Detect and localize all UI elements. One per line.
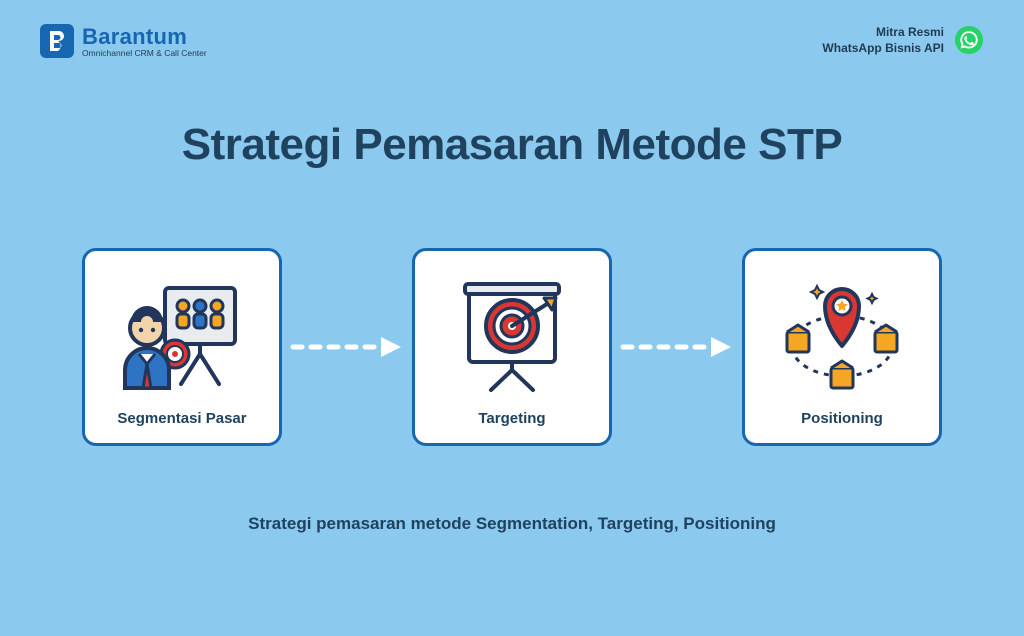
whatsapp-icon xyxy=(954,25,984,55)
card-label: Positioning xyxy=(801,410,883,427)
brand-logo: Barantum Omnichannel CRM & Call Center xyxy=(40,24,207,58)
partner-badge: Mitra Resmi WhatsApp Bisnis API xyxy=(822,24,984,56)
partner-line2: WhatsApp Bisnis API xyxy=(822,40,944,56)
target-board-icon xyxy=(447,265,577,406)
brand-mark-icon xyxy=(40,24,74,58)
infographic-title: Strategi Pemasaran Metode STP xyxy=(40,120,984,170)
partner-line1: Mitra Resmi xyxy=(822,24,944,40)
brand-tagline: Omnichannel CRM & Call Center xyxy=(82,48,207,58)
header: Barantum Omnichannel CRM & Call Center M… xyxy=(40,24,984,58)
location-positioning-icon xyxy=(777,265,907,406)
brand-name: Barantum xyxy=(82,24,207,50)
card-segmentation: Segmentasi Pasar xyxy=(82,248,282,446)
card-label: Targeting xyxy=(478,410,545,427)
card-positioning: Positioning xyxy=(742,248,942,446)
infographic-canvas: Barantum Omnichannel CRM & Call Center M… xyxy=(0,0,1024,636)
segmentation-presentation-icon xyxy=(117,265,247,406)
flow-row: Segmentasi Pasar xyxy=(40,248,984,446)
infographic-caption: Strategi pemasaran metode Segmentation, … xyxy=(40,514,984,534)
card-targeting: Targeting xyxy=(412,248,612,446)
flow-arrow-icon xyxy=(282,334,412,360)
card-label: Segmentasi Pasar xyxy=(117,410,246,427)
flow-arrow-icon xyxy=(612,334,742,360)
